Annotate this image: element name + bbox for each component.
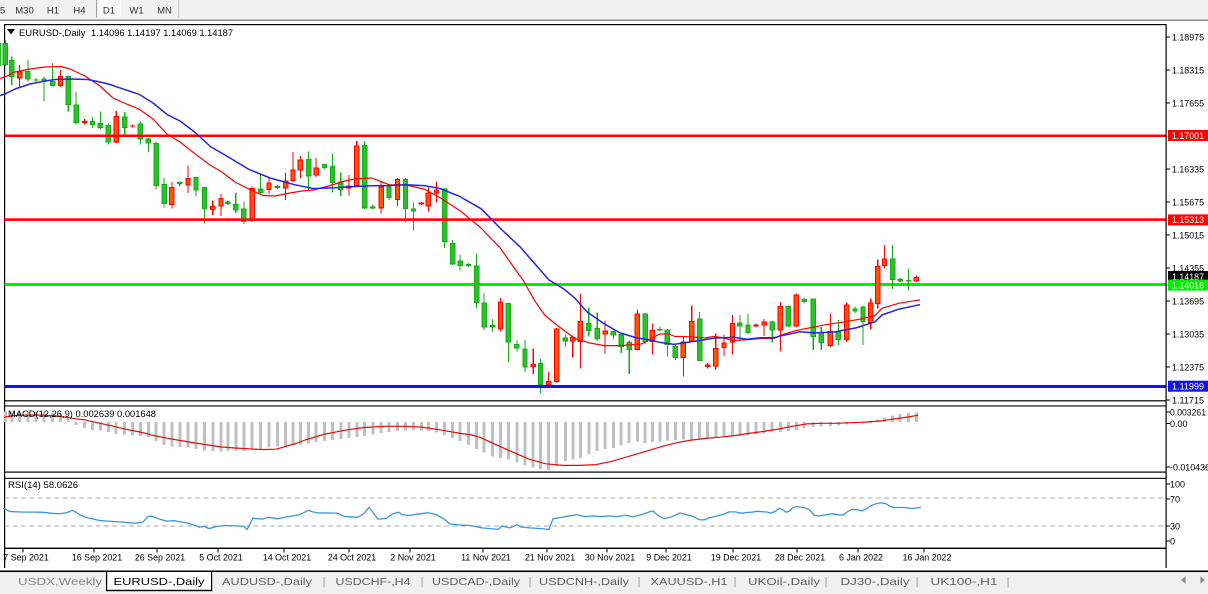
svg-text:5 Oct 2021: 5 Oct 2021 bbox=[199, 553, 242, 563]
svg-text:|: | bbox=[1007, 576, 1010, 588]
svg-text:|: | bbox=[421, 576, 424, 588]
svg-text:1.14096 1.14197 1.14069 1.1418: 1.14096 1.14197 1.14069 1.14187 bbox=[91, 28, 233, 39]
svg-text:1.14355: 1.14355 bbox=[1172, 263, 1204, 273]
svg-text:1.12375: 1.12375 bbox=[1172, 362, 1204, 372]
svg-text:MACD(12,26,9) 0.002639 0.00164: MACD(12,26,9) 0.002639 0.001648 bbox=[8, 409, 156, 419]
svg-text:USDX,Weekly: USDX,Weekly bbox=[18, 576, 103, 588]
svg-text:7 Sep 2021: 7 Sep 2021 bbox=[3, 553, 48, 563]
svg-text:1.14016: 1.14016 bbox=[1172, 280, 1204, 290]
svg-text:16 Jan 2022: 16 Jan 2022 bbox=[903, 553, 952, 563]
svg-text:1.18315: 1.18315 bbox=[1172, 65, 1204, 75]
svg-text:1.14187: 1.14187 bbox=[1172, 272, 1204, 282]
svg-text:1.18975: 1.18975 bbox=[1172, 32, 1204, 42]
svg-text:70: 70 bbox=[1170, 494, 1180, 504]
svg-text:|: | bbox=[734, 576, 737, 588]
svg-text:DJ30-,Daily: DJ30-,Daily bbox=[841, 576, 911, 588]
svg-text:24 Oct 2021: 24 Oct 2021 bbox=[328, 553, 376, 563]
svg-text:USDCNH-,Daily: USDCNH-,Daily bbox=[539, 576, 630, 588]
svg-text:30 Nov 2021: 30 Nov 2021 bbox=[585, 553, 635, 563]
svg-text:26 Sep 2021: 26 Sep 2021 bbox=[135, 553, 185, 563]
svg-text:1.11715: 1.11715 bbox=[1172, 395, 1204, 405]
svg-text:1.13695: 1.13695 bbox=[1172, 296, 1204, 306]
svg-text:MN: MN bbox=[157, 6, 172, 17]
svg-text:16 Sep 2021: 16 Sep 2021 bbox=[72, 553, 122, 563]
svg-text:H4: H4 bbox=[73, 6, 85, 17]
svg-text:0: 0 bbox=[1170, 536, 1175, 546]
svg-text:|: | bbox=[825, 576, 828, 588]
svg-text:1.17655: 1.17655 bbox=[1172, 98, 1204, 108]
svg-text:D1: D1 bbox=[103, 6, 115, 17]
svg-text:1.13035: 1.13035 bbox=[1172, 329, 1204, 339]
svg-text:14 Oct 2021: 14 Oct 2021 bbox=[263, 553, 311, 563]
svg-text:XAUUSD-,H1: XAUUSD-,H1 bbox=[651, 576, 728, 588]
svg-text:1.11999: 1.11999 bbox=[1172, 382, 1204, 392]
svg-text:28 Dec 2021: 28 Dec 2021 bbox=[775, 553, 825, 563]
svg-text:1.15675: 1.15675 bbox=[1172, 197, 1204, 207]
svg-text:H1: H1 bbox=[47, 6, 59, 17]
svg-text:|: | bbox=[529, 576, 532, 588]
svg-text:100: 100 bbox=[1170, 479, 1185, 489]
svg-text:|: | bbox=[916, 576, 919, 588]
svg-text:11 Nov 2021: 11 Nov 2021 bbox=[461, 553, 511, 563]
svg-text:M30: M30 bbox=[15, 6, 33, 17]
svg-text:6 Jan 2022: 6 Jan 2022 bbox=[839, 553, 883, 563]
svg-text:1.15015: 1.15015 bbox=[1172, 230, 1204, 240]
svg-text:EURUSD-,Daily: EURUSD-,Daily bbox=[19, 28, 86, 39]
svg-text:|: | bbox=[323, 576, 326, 588]
svg-text:30: 30 bbox=[1170, 521, 1180, 531]
svg-text:2 Nov 2021: 2 Nov 2021 bbox=[390, 553, 435, 563]
svg-text:21 Nov 2021: 21 Nov 2021 bbox=[525, 553, 575, 563]
svg-text:UK100-,H1: UK100-,H1 bbox=[931, 576, 998, 588]
svg-text:1.15313: 1.15313 bbox=[1172, 215, 1204, 225]
svg-text:0.003261: 0.003261 bbox=[1170, 407, 1206, 417]
svg-text:0.00: 0.00 bbox=[1170, 419, 1188, 429]
svg-text:-0.010436: -0.010436 bbox=[1170, 462, 1208, 472]
svg-text:USDCAD-,Daily: USDCAD-,Daily bbox=[432, 576, 521, 588]
svg-text:USDCHF-,H4: USDCHF-,H4 bbox=[336, 576, 411, 588]
svg-text:5: 5 bbox=[0, 6, 5, 17]
svg-text:AUDUSD-,Daily: AUDUSD-,Daily bbox=[222, 576, 313, 588]
svg-text:UKOil-,Daily: UKOil-,Daily bbox=[748, 576, 821, 588]
svg-text:1.17001: 1.17001 bbox=[1172, 131, 1204, 141]
svg-text:EURUSD-,Daily: EURUSD-,Daily bbox=[114, 576, 206, 588]
svg-text:RSI(14) 58.0626: RSI(14) 58.0626 bbox=[8, 480, 78, 490]
svg-text:1.16335: 1.16335 bbox=[1172, 164, 1204, 174]
svg-text:|: | bbox=[638, 576, 641, 588]
svg-text:W1: W1 bbox=[129, 6, 143, 17]
svg-text:19 Dec 2021: 19 Dec 2021 bbox=[711, 553, 761, 563]
svg-text:9 Dec 2021: 9 Dec 2021 bbox=[646, 553, 691, 563]
